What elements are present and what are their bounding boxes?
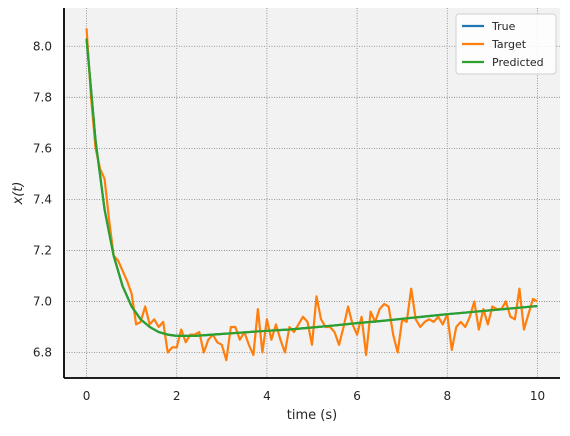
legend-label: Predicted	[492, 56, 544, 69]
x-tick-label: 2	[173, 389, 181, 403]
y-tick-label: 7.6	[33, 141, 52, 155]
x-tick-label: 10	[530, 389, 545, 403]
x-axis-label: time (s)	[287, 408, 337, 423]
legend-label: True	[491, 20, 516, 33]
legend-label: Target	[491, 38, 527, 51]
y-tick-label: 7.0	[33, 294, 52, 308]
y-tick-label: 6.8	[33, 345, 52, 359]
tick-labels: 0 2 4 6 8 10 6.8 7.0 7.2 7.4 7.6 7.8 8.0	[33, 39, 545, 403]
axes	[63, 8, 560, 379]
y-tick-label: 7.2	[33, 243, 52, 257]
series-line-target	[85, 28, 538, 362]
y-axis-label: x(t)	[11, 182, 26, 206]
legend-box	[455, 13, 557, 75]
legend: True Target Predicted	[455, 13, 557, 75]
y-tick-label: 7.4	[33, 192, 52, 206]
series-line-predicted	[85, 38, 538, 337]
x-tick-label: 4	[263, 389, 271, 403]
y-tick-label: 7.8	[33, 90, 52, 104]
y-tick-label: 8.0	[33, 39, 52, 53]
x-tick-label: 6	[353, 389, 361, 403]
series-layer	[85, 28, 538, 362]
x-tick-label: 0	[83, 389, 91, 403]
x-tick-label: 8	[443, 389, 451, 403]
